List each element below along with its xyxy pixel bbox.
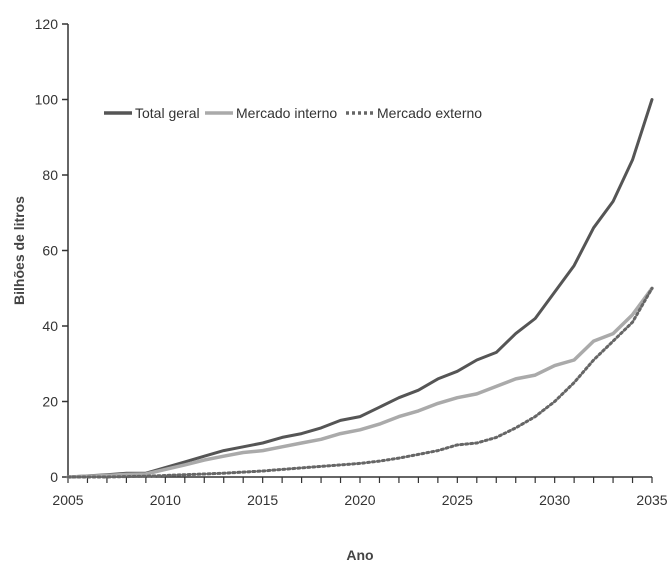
y-tick-label: 100	[35, 92, 59, 108]
x-tick-label: 2010	[150, 492, 181, 508]
legend: Total geral Mercado interno Mercado extern…	[104, 105, 482, 121]
y-tick-label: 60	[42, 243, 58, 259]
axes	[67, 24, 652, 478]
y-tick-label: 120	[35, 16, 59, 32]
x-tick-label: 2020	[344, 492, 375, 508]
x-axis-title: Ano	[346, 547, 373, 563]
y-tick-label: 0	[50, 469, 58, 485]
y-ticks: 0 20 40 60 80 100 120	[35, 16, 68, 485]
legend-label-2: Mercado interno	[236, 105, 337, 121]
y-tick-label: 20	[42, 394, 58, 410]
x-tick-label: 2035	[636, 492, 667, 508]
series-line-3	[66, 286, 654, 479]
legend-label-1: Total geral	[135, 105, 200, 121]
x-tick-label: 2030	[539, 492, 570, 508]
y-tick-label: 40	[42, 318, 58, 334]
series-line-1	[66, 98, 654, 479]
x-tick-label: 2025	[442, 492, 473, 508]
y-axis-title: Bilhões de litros	[11, 196, 27, 305]
x-tick-label: 2015	[247, 492, 278, 508]
series-line-2	[66, 286, 654, 479]
legend-label-3: Mercado externo	[377, 105, 482, 121]
series-layer	[66, 98, 654, 479]
x-ticks: 2005 2010 2015 2020 2025 2030 2035	[52, 477, 668, 508]
x-tick-label: 2005	[52, 492, 83, 508]
y-tick-label: 80	[42, 167, 58, 183]
